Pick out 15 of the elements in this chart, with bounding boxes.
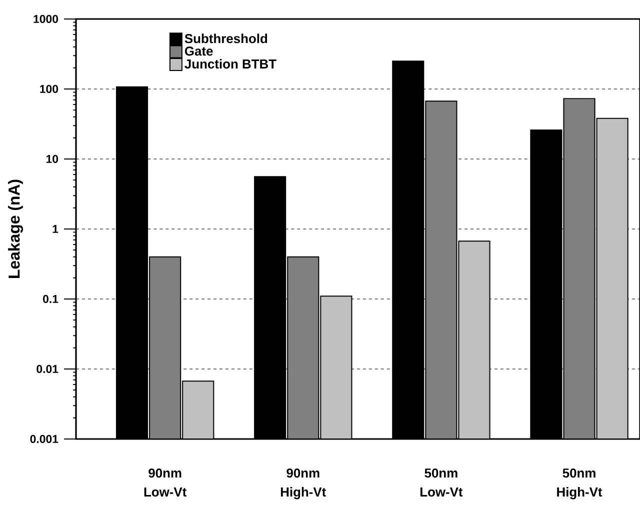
x-tick-label: 90nm Low-Vt [144, 468, 186, 497]
x-tick-label: 90nm High-Vt [280, 468, 326, 500]
y-tick-label: 10 [46, 154, 58, 164]
y-tick-label: 100 [40, 84, 58, 94]
legend-label: Junction BTBT [184, 59, 276, 69]
x-tick-label: 50nm Low-Vt [420, 468, 463, 497]
y-tick-label: 1000 [34, 14, 58, 24]
y-tick-label: 0.001 [30, 434, 58, 444]
x-tick-label: 50nm High-Vt [557, 468, 602, 500]
y-tick-label: 1 [52, 225, 58, 233]
legend-label: Subthreshold [184, 34, 268, 44]
legend-label: Gate [184, 46, 213, 56]
y-tick-label: 0.1 [43, 294, 58, 304]
y-axis-title: Leakage (nA) [8, 180, 23, 278]
y-tick-label: 0.01 [36, 364, 58, 374]
